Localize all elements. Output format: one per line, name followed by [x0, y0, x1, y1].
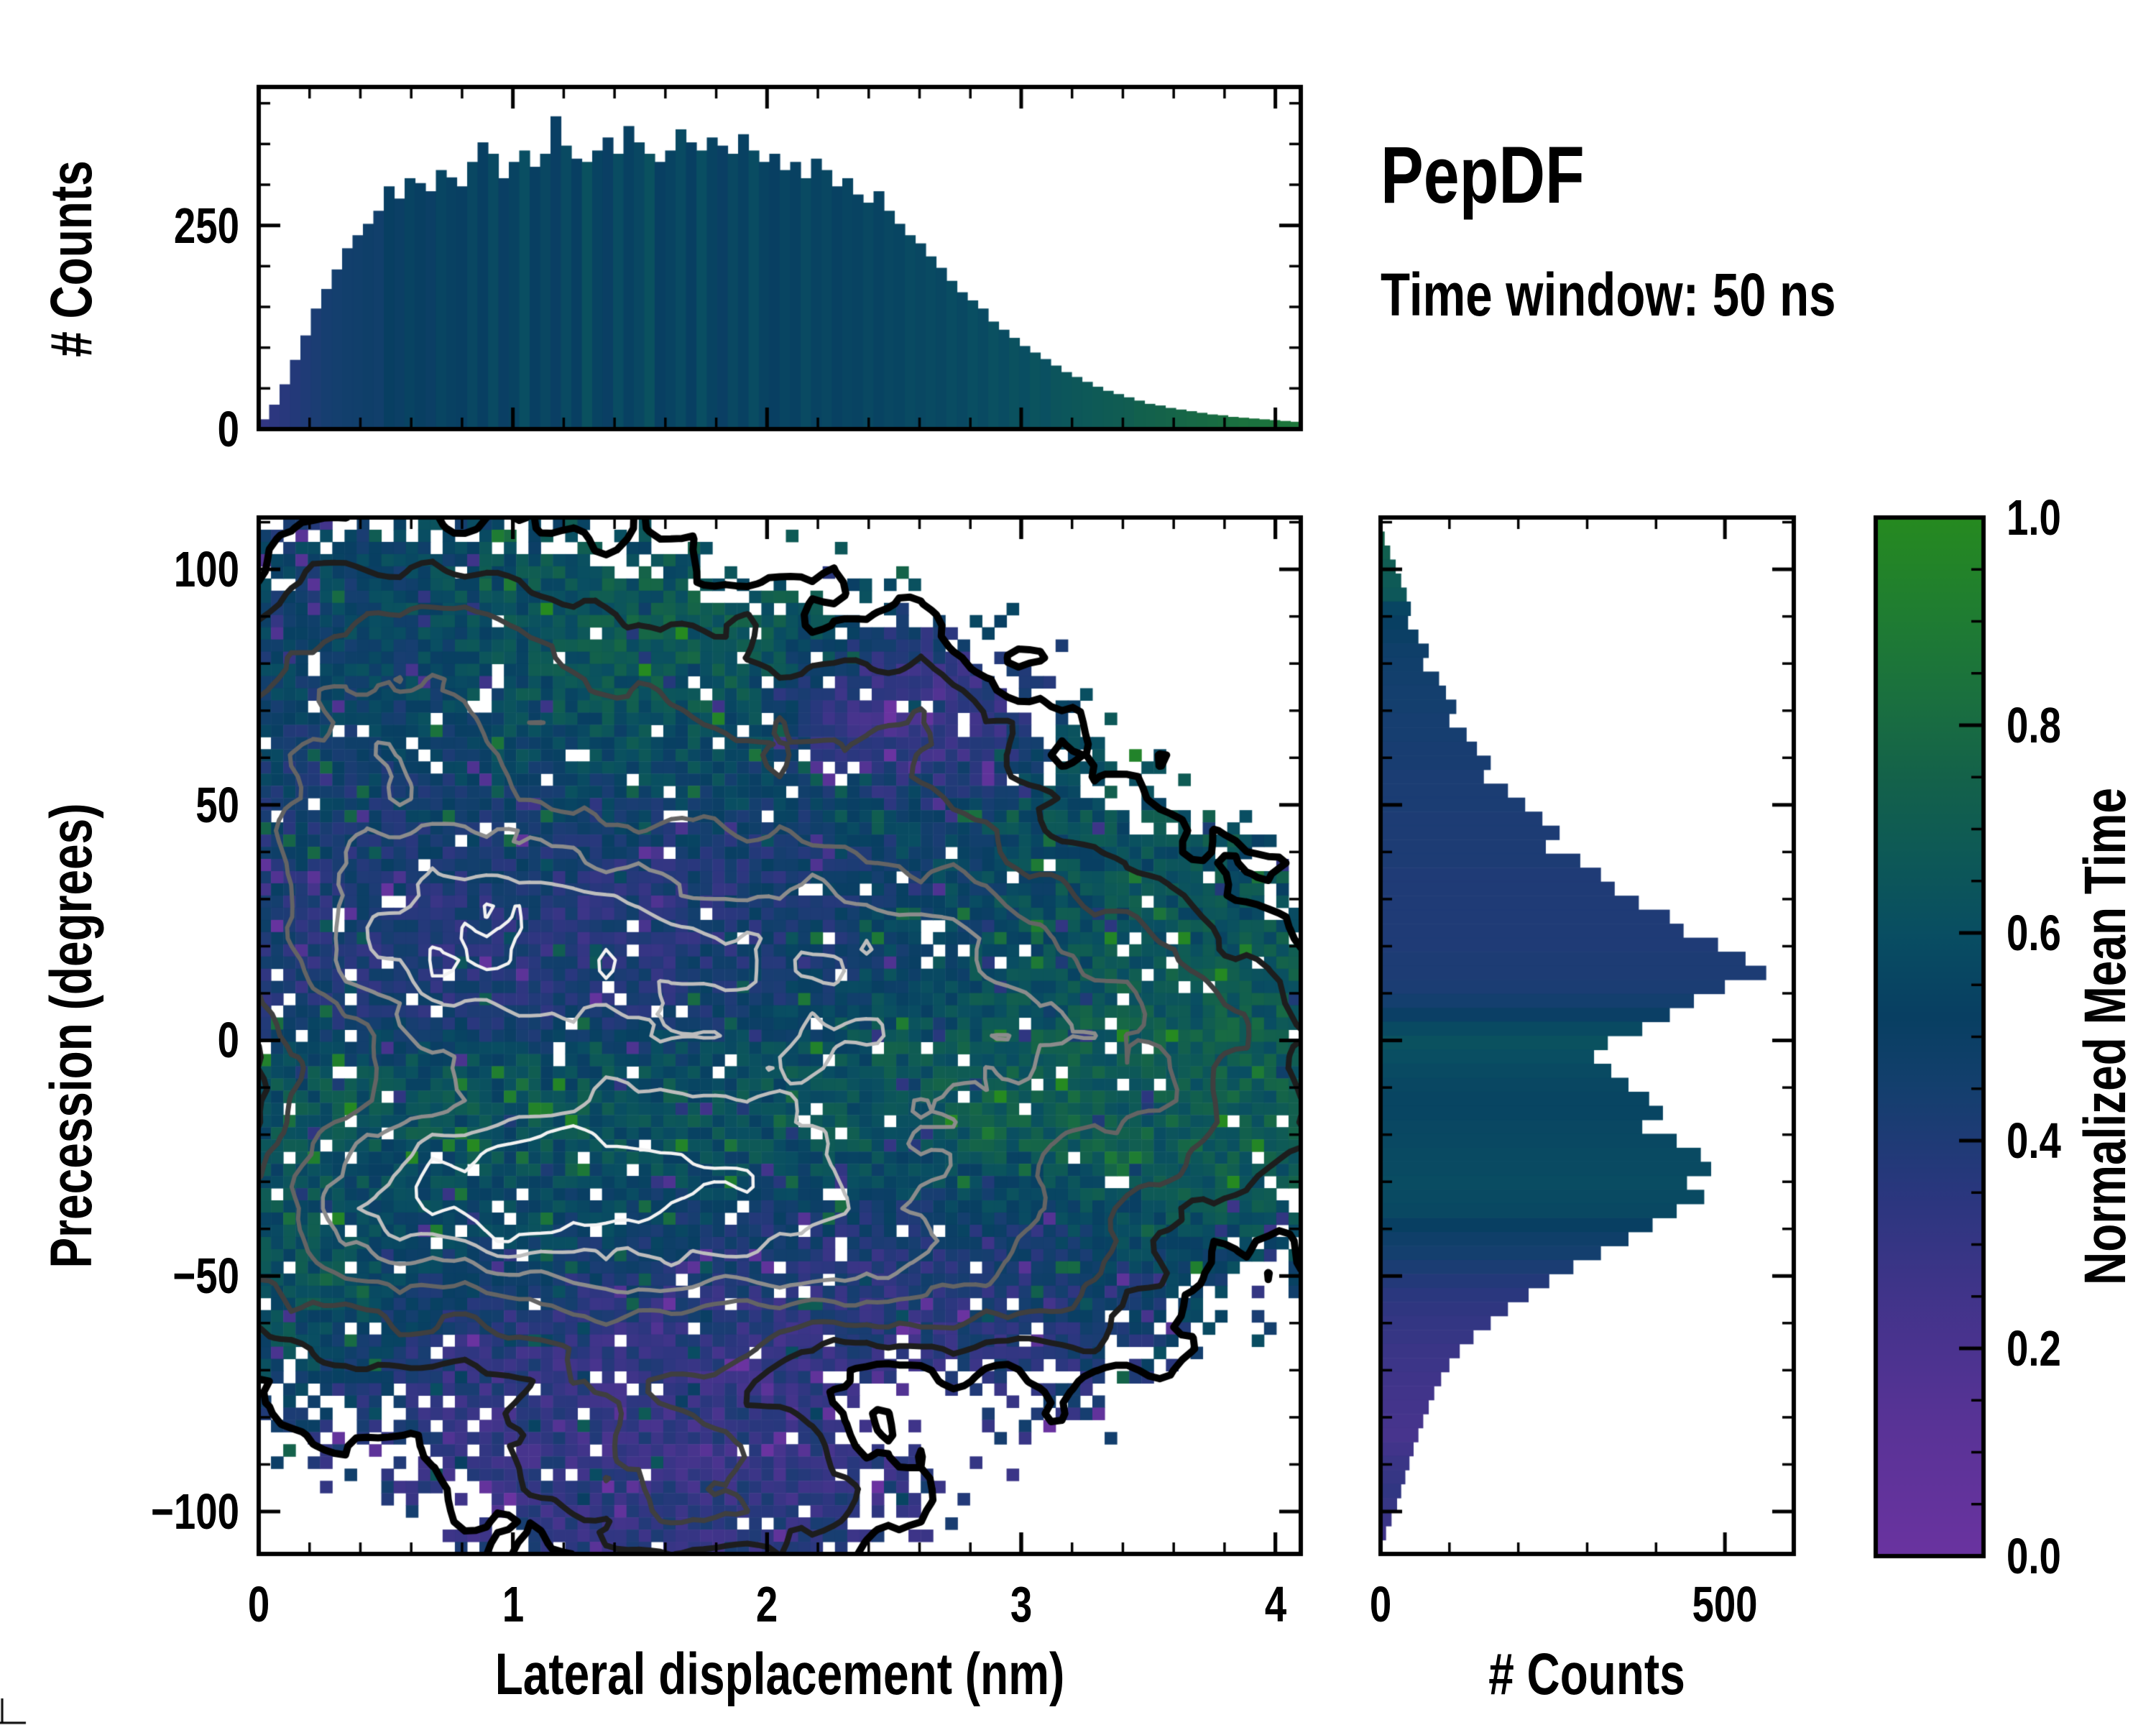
heatmap-xtick-3: 3	[1010, 1576, 1033, 1632]
figure-title: PepDF	[1381, 130, 1585, 220]
heatmap-ytick-n50: −50	[172, 1248, 239, 1304]
colorbar-tick-10: 1.0	[2007, 489, 2061, 546]
right-hist-xtick-500: 500	[1692, 1576, 1758, 1632]
heatmap-xtick-4: 4	[1264, 1576, 1287, 1632]
heatmap-xtick-0: 0	[247, 1576, 270, 1632]
colorbar-tick-04: 0.4	[2007, 1113, 2061, 1169]
heatmap-xlabel: Lateral displacement (nm)	[494, 1642, 1065, 1707]
figure-subtitle: Time window: 50 ns	[1381, 261, 1836, 328]
right-hist-xlabel: # Counts	[1488, 1642, 1685, 1707]
top-hist-ytick-250: 250	[173, 198, 239, 254]
colorbar-tick-06: 0.6	[2007, 905, 2061, 961]
heatmap-xtick-1: 1	[502, 1576, 525, 1632]
colorbar-tick-00: 0.0	[2007, 1528, 2061, 1584]
heatmap-ytick-0: 0	[217, 1012, 239, 1068]
heatmap-ytick-50: 50	[195, 777, 239, 833]
heatmap-ytick-n100: −100	[151, 1484, 239, 1540]
colorbar-tick-02: 0.2	[2007, 1320, 2061, 1376]
heatmap-ytick-100: 100	[173, 541, 239, 597]
right-hist-xtick-0: 0	[1369, 1576, 1392, 1632]
colorbar-label: Normalized Mean Time	[2073, 788, 2138, 1285]
heatmap-ylabel: Precession (degrees)	[39, 803, 104, 1269]
colorbar-tick-08: 0.8	[2007, 697, 2061, 753]
top-hist-ytick-0: 0	[217, 401, 239, 457]
heatmap-xtick-2: 2	[755, 1576, 778, 1632]
top-hist-ylabel: # Counts	[39, 160, 104, 357]
